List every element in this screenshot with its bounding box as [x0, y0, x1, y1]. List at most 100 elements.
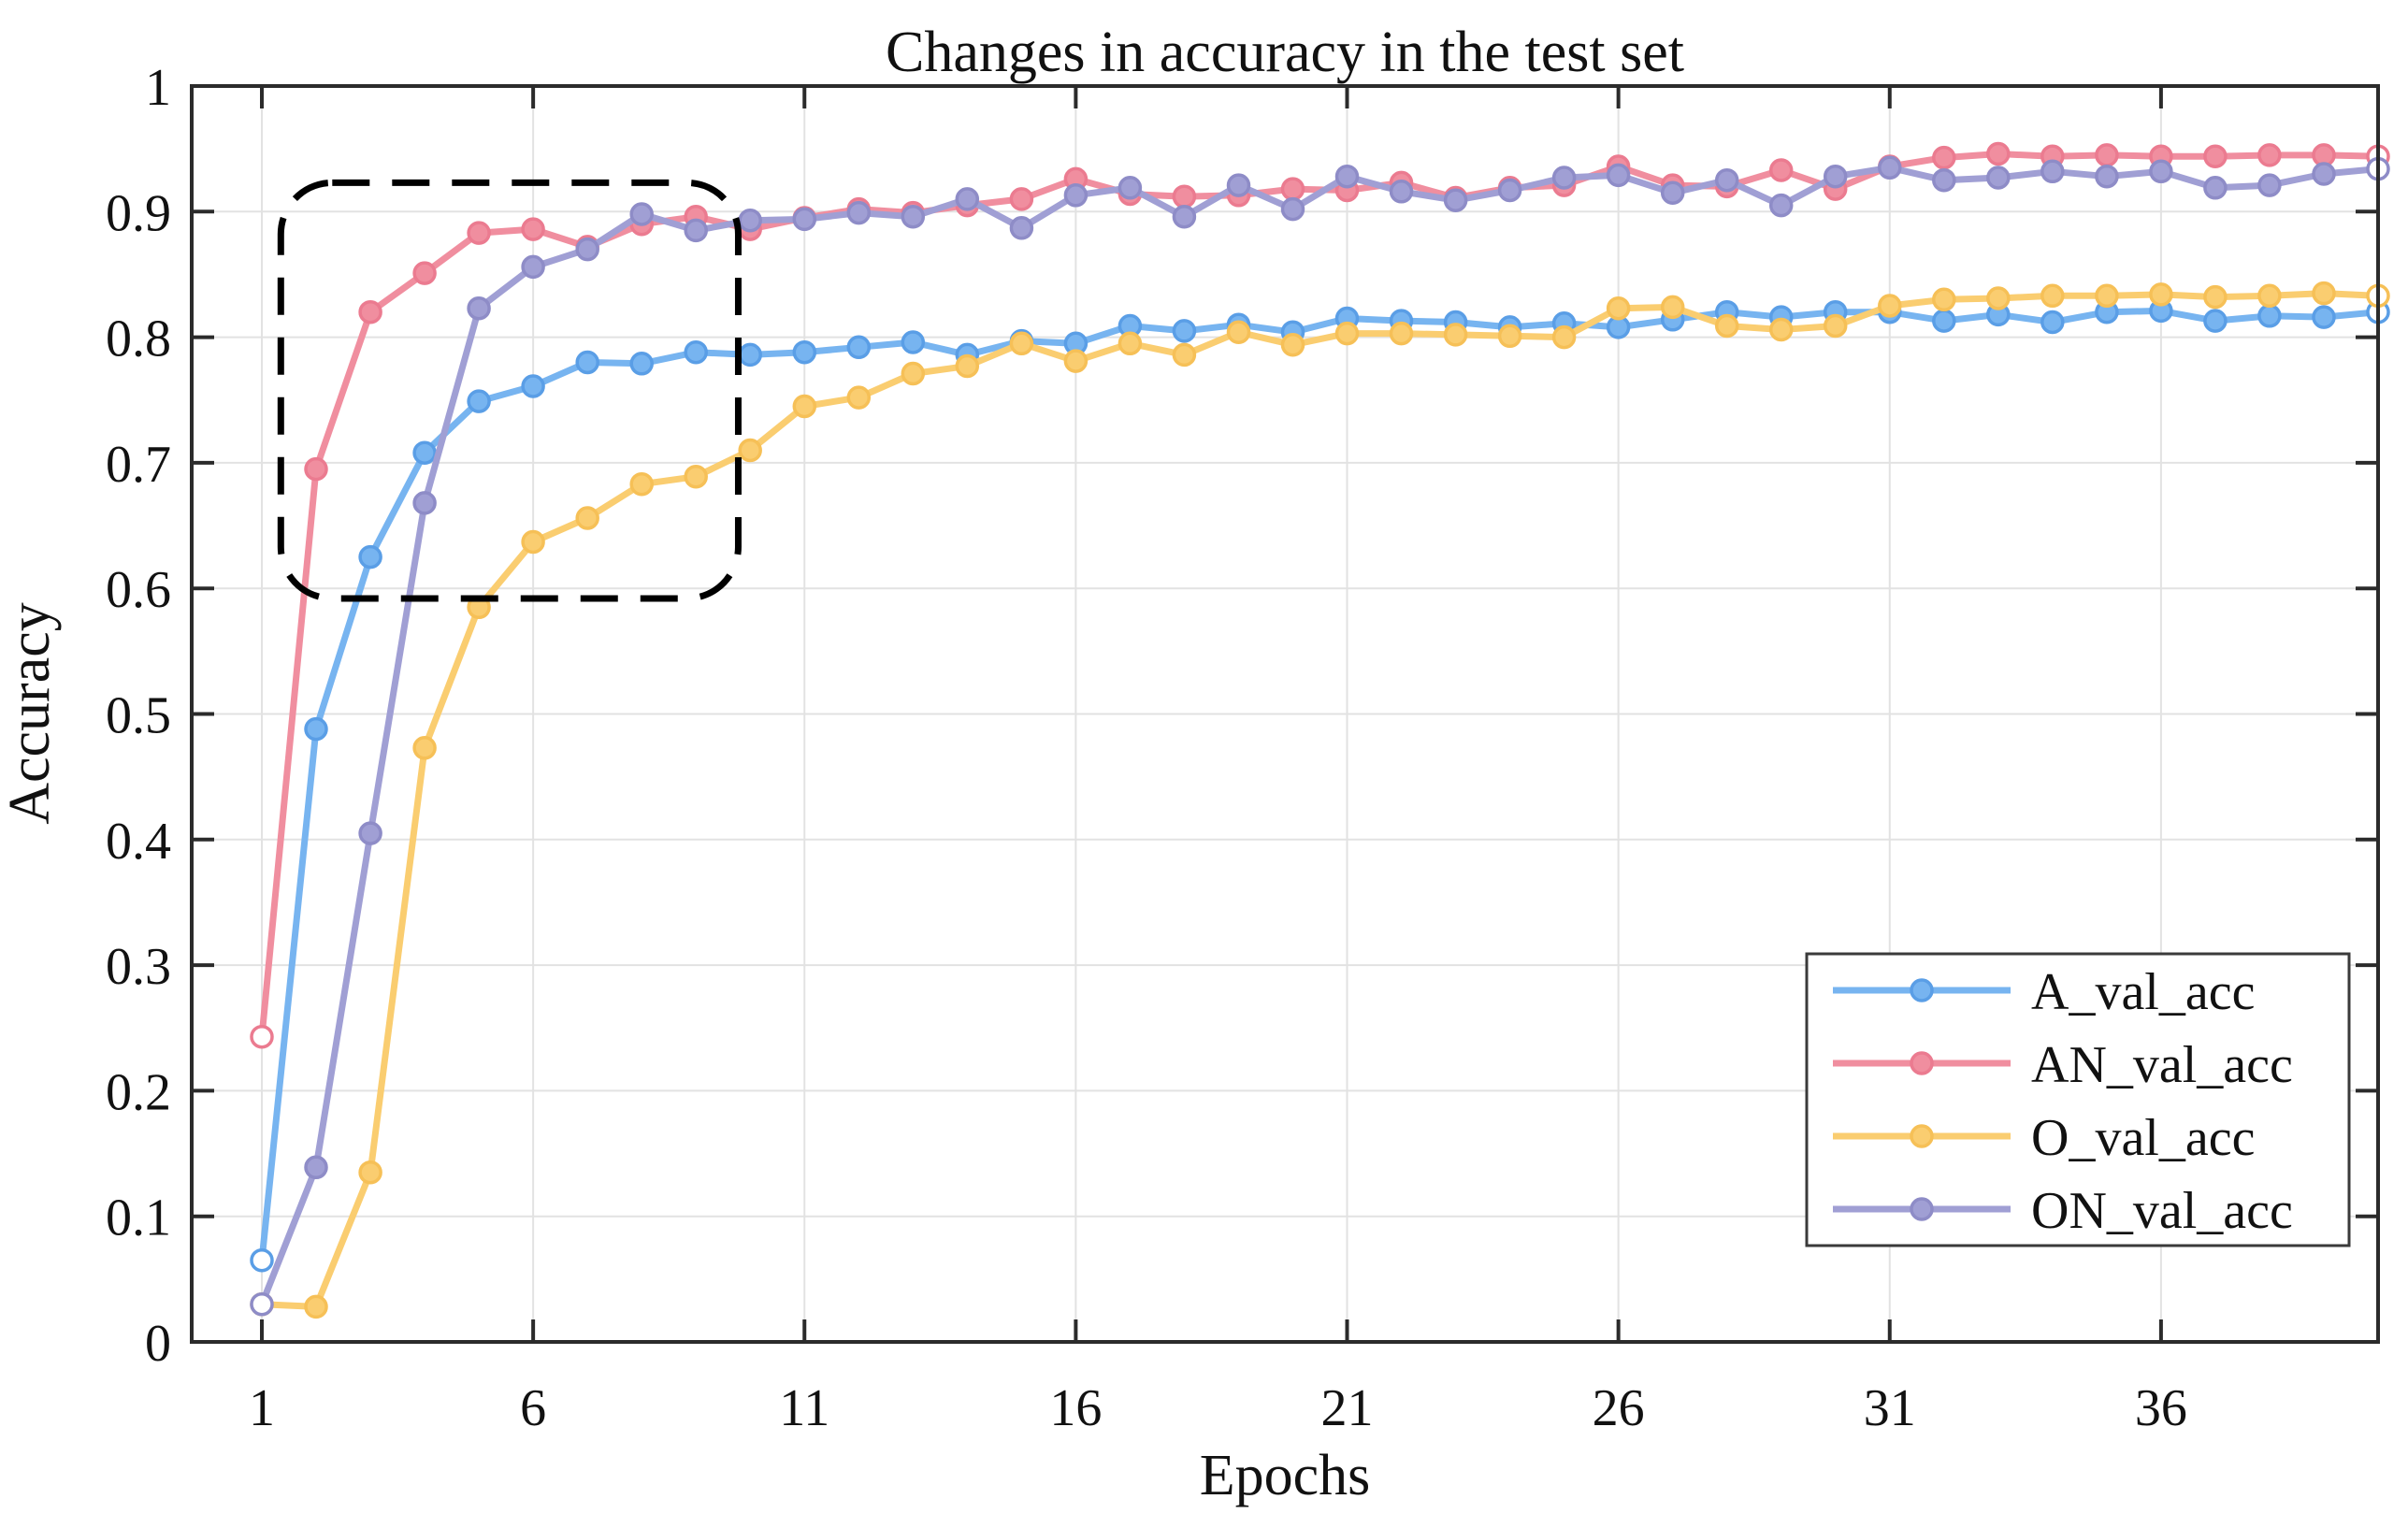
- data-point-A_val_acc: [738, 342, 762, 368]
- data-point-ON_val_acc: [2095, 164, 2119, 189]
- x-tick-label: 11: [779, 1379, 829, 1437]
- data-point-ON_val_acc: [1334, 164, 1360, 189]
- data-point-ON_val_acc: [1117, 176, 1143, 200]
- data-point-ON_val_acc: [684, 218, 708, 243]
- data-point-O_val_acc: [738, 438, 762, 463]
- legend-label-AN_val_acc: AN_val_acc: [2031, 1036, 2293, 1094]
- data-point-O_val_acc: [2095, 283, 2119, 309]
- data-point-ON_val_acc: [304, 1155, 328, 1180]
- y-tick-label: 0: [145, 1315, 171, 1373]
- series-line-O_val_acc: [258, 290, 2382, 1310]
- data-point-ON_val_acc: [2312, 162, 2336, 186]
- data-point-O_val_acc: [575, 506, 599, 530]
- data-point-A_val_acc: [1172, 319, 1197, 343]
- data-point-AN_val_acc: [2095, 143, 2119, 167]
- data-point-O_val_acc: [2312, 281, 2336, 306]
- chart-title: Changes in accuracy in the test set: [886, 21, 1684, 84]
- data-point-A_val_acc: [467, 389, 491, 413]
- data-point-O_val_acc: [1280, 332, 1305, 357]
- data-point-O_val_acc: [521, 529, 545, 555]
- data-point-ON_val_acc: [412, 491, 437, 515]
- legend-marker-A_val_acc: [1910, 978, 1934, 1002]
- data-point-ON_val_acc: [1823, 164, 1848, 189]
- y-tick-label: 1: [145, 59, 171, 117]
- data-point-A_val_acc: [792, 339, 817, 365]
- data-point-O_val_acc: [1172, 342, 1197, 368]
- data-point-O_val_acc: [2203, 284, 2228, 310]
- data-point-ON_val_acc: [1606, 163, 1631, 188]
- x-axis-label: Epochs: [1200, 1444, 1371, 1507]
- data-point-ON_val_acc: [1497, 178, 1522, 203]
- x-tick-label: 16: [1049, 1379, 1102, 1437]
- data-point-ON_val_acc: [575, 237, 599, 262]
- axes-frame: [190, 84, 2380, 1344]
- data-point-A_val_acc: [1932, 309, 1956, 333]
- data-point-O_val_acc: [846, 385, 872, 410]
- data-point-ON_val_acc: [629, 202, 654, 226]
- series-line-AN_val_acc: [258, 151, 2382, 1041]
- data-point-A_val_acc: [250, 1247, 274, 1273]
- data-point-A_val_acc: [521, 374, 545, 398]
- legend-marker-ON_val_acc: [1910, 1197, 1934, 1221]
- series-line-ON_val_acc: [258, 164, 2382, 1308]
- data-point-AN_val_acc: [1172, 184, 1197, 209]
- data-point-O_val_acc: [792, 394, 817, 419]
- data-point-ON_val_acc: [1768, 193, 1794, 218]
- data-point-A_val_acc: [2312, 305, 2336, 329]
- data-point-AN_val_acc: [2257, 143, 2282, 167]
- data-point-O_val_acc: [1660, 295, 1685, 320]
- data-point-O_val_acc: [955, 353, 980, 379]
- data-point-O_val_acc: [358, 1160, 382, 1185]
- data-point-ON_val_acc: [1226, 173, 1251, 197]
- data-point-ON_val_acc: [1389, 180, 1414, 204]
- data-point-A_val_acc: [901, 330, 926, 354]
- data-point-O_val_acc: [1551, 324, 1577, 350]
- x-tick-label: 31: [1864, 1379, 1916, 1437]
- data-point-A_val_acc: [2257, 304, 2282, 328]
- data-point-A_val_acc: [575, 350, 599, 375]
- legend-label-O_val_acc: O_val_acc: [2031, 1109, 2255, 1167]
- data-point-AN_val_acc: [1932, 145, 1956, 170]
- data-point-ON_val_acc: [2203, 176, 2228, 200]
- data-point-ON_val_acc: [1172, 204, 1197, 229]
- data-point-O_val_acc: [1714, 313, 1739, 339]
- y-tick-label: 0.7: [106, 436, 171, 494]
- data-point-O_val_acc: [1117, 331, 1143, 356]
- data-point-ON_val_acc: [1443, 188, 1468, 212]
- data-point-O_val_acc: [1768, 317, 1794, 342]
- data-point-O_val_acc: [1606, 296, 1631, 321]
- data-point-AN_val_acc: [2203, 144, 2228, 168]
- data-point-A_val_acc: [2203, 309, 2228, 333]
- data-point-ON_val_acc: [738, 208, 762, 233]
- y-tick-label: 0.3: [106, 938, 171, 996]
- x-tick-label: 6: [520, 1379, 546, 1437]
- data-point-A_val_acc: [846, 335, 872, 360]
- y-tick-label: 0.1: [106, 1189, 171, 1247]
- data-point-O_val_acc: [629, 471, 654, 497]
- data-point-AN_val_acc: [412, 261, 437, 285]
- data-point-AN_val_acc: [521, 217, 545, 241]
- legend-box: [1805, 952, 2351, 1247]
- legend-marker-O_val_acc: [1910, 1124, 1934, 1148]
- data-point-ON_val_acc: [1009, 216, 1034, 240]
- data-point-O_val_acc: [1334, 321, 1360, 346]
- data-point-ON_val_acc: [1878, 155, 1902, 180]
- data-point-ON_val_acc: [467, 296, 491, 321]
- data-point-ON_val_acc: [2257, 173, 2282, 197]
- data-point-A_val_acc: [2040, 310, 2065, 335]
- data-point-ON_val_acc: [1063, 183, 1089, 208]
- y-tick-label: 0.4: [106, 813, 171, 871]
- data-point-A_val_acc: [684, 339, 708, 365]
- data-point-ON_val_acc: [846, 200, 872, 225]
- data-point-ON_val_acc: [901, 204, 926, 229]
- data-point-O_val_acc: [2040, 283, 2065, 309]
- data-point-A_val_acc: [358, 544, 382, 569]
- data-point-ON_val_acc: [792, 207, 817, 232]
- data-point-O_val_acc: [1009, 331, 1034, 356]
- data-point-O_val_acc: [412, 736, 437, 760]
- data-point-O_val_acc: [2257, 283, 2282, 309]
- data-point-ON_val_acc: [1932, 167, 1956, 193]
- data-point-ON_val_acc: [358, 821, 382, 845]
